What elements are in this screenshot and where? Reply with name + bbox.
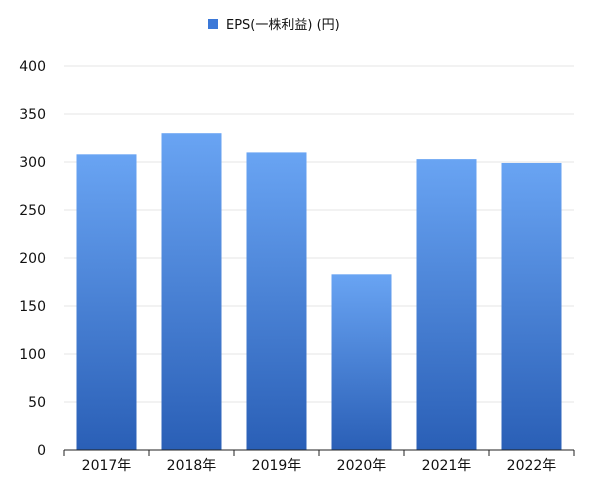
bar-2020年 [331,274,392,450]
x-tick-label: 2018年 [167,458,217,474]
grid-layer [64,65,574,403]
y-tick-label: 0 [37,443,46,459]
y-tick-label: 400 [19,59,46,75]
legend-label: EPS(一株利益) (円) [226,18,340,33]
x-tick-label: 2021年 [422,458,472,474]
bars-layer [76,133,562,450]
chart-legend: EPS(一株利益) (円) [208,18,340,33]
x-tick-label: 2022年 [507,458,557,474]
bar-2019年 [246,152,307,450]
bar-2022年 [501,162,562,450]
y-tick-label: 250 [19,203,46,219]
y-tick-label: 200 [19,251,46,267]
bar-2021年 [416,159,477,450]
x-tick-label: 2019年 [252,458,302,474]
y-tick-label: 100 [19,347,46,363]
y-tick-label: 350 [19,107,46,123]
y-tick-label: 50 [28,395,46,411]
bar-2018年 [161,133,222,450]
bar-2017年 [76,154,137,450]
x-tick-label: 2020年 [337,458,387,474]
y-tick-label: 300 [19,155,46,171]
legend-swatch [208,19,218,29]
labels-layer: 0 50 100 150 200 250 300 350 400 2017年 2018年 2019年 2… [19,59,556,474]
x-tick-label: 2017年 [82,458,132,474]
y-tick-label: 150 [19,299,46,315]
axis-layer [63,449,575,456]
